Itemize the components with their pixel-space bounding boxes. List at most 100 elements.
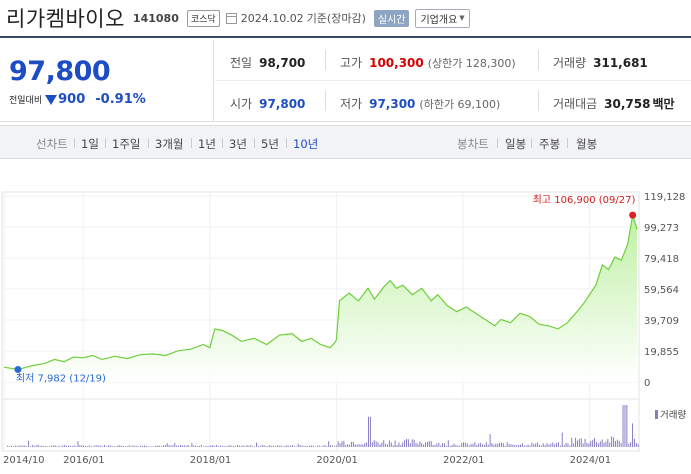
volume-bar — [39, 445, 41, 447]
tab-1d[interactable]: 1일 — [81, 137, 99, 151]
volume-bar — [271, 445, 273, 447]
volume-bar — [102, 446, 104, 447]
volume-bar — [324, 444, 326, 447]
volume-bar — [26, 446, 28, 447]
tab-3y[interactable]: 3년 — [229, 137, 247, 151]
volume-bar — [33, 445, 35, 447]
volume-bar — [569, 445, 571, 447]
volume-bar — [406, 439, 408, 447]
volume-bar — [419, 441, 421, 447]
volume-bar — [216, 444, 218, 447]
volume-bar — [299, 445, 301, 447]
volume-bar — [385, 443, 387, 447]
volume-bar — [303, 445, 305, 447]
volume-bar — [162, 445, 164, 447]
volume-bar — [352, 441, 354, 447]
tab-weekly[interactable]: 주봉 — [539, 137, 561, 151]
company-overview-label: 기업개요 — [420, 14, 458, 26]
realtime-button[interactable]: 실시간 — [373, 9, 410, 27]
volume-bar — [9, 446, 11, 447]
volume-bar — [504, 445, 506, 447]
volume-bar — [178, 445, 180, 447]
volume-bar — [318, 445, 320, 447]
volume-legend-swatch — [655, 410, 658, 419]
tab-1w[interactable]: 1주일 — [112, 137, 141, 151]
volume-bar — [481, 444, 483, 447]
volume-bar — [533, 444, 535, 447]
volume-bar — [597, 443, 599, 447]
volume-bar — [472, 443, 474, 447]
volume-bar — [607, 438, 609, 447]
volume-bar — [208, 445, 210, 447]
volume-bar — [459, 445, 461, 447]
volume-bar — [307, 446, 309, 447]
stat-label: 전일 — [230, 56, 253, 70]
tab-monthly[interactable]: 월봉 — [576, 137, 598, 151]
volume-bar — [582, 443, 584, 447]
volume-bar — [461, 443, 463, 447]
volume-bar — [155, 445, 157, 447]
price-line — [3, 214, 638, 371]
volume-bar — [430, 441, 432, 447]
volume-bar — [121, 445, 123, 447]
tab-3m[interactable]: 3개월 — [155, 137, 184, 151]
volume-bar — [159, 445, 161, 447]
volume-bar — [358, 444, 360, 447]
volume-bar — [185, 445, 187, 447]
volume-bar — [470, 443, 472, 447]
volume-bar — [550, 443, 552, 447]
volume-bar — [301, 445, 303, 447]
volume-bar — [455, 444, 457, 447]
tab-daily[interactable]: 일봉 — [505, 137, 527, 151]
tab-10y[interactable]: 10년 — [293, 137, 319, 151]
x-tick-label: 2024/01 — [570, 455, 612, 466]
volume-bar — [292, 445, 294, 447]
volume-bar — [98, 445, 100, 447]
volume-bar — [345, 445, 347, 447]
volume-bar — [350, 441, 352, 447]
volume-bar — [69, 445, 71, 447]
volume-bar — [335, 445, 337, 447]
volume-bar — [537, 442, 539, 447]
volume-bar — [331, 445, 333, 447]
volume-bar — [20, 445, 22, 447]
volume-bar — [495, 443, 497, 447]
volume-bar — [117, 445, 119, 447]
volume-bar — [293, 446, 295, 447]
volume-bar — [73, 445, 75, 447]
volume-bar — [421, 442, 423, 447]
price-chart[interactable]: 119,128 99,273 79,418 59,564 39,709 19,855 0 20… — [0, 160, 691, 474]
volume-bar — [235, 446, 237, 447]
volume-bar — [94, 445, 96, 447]
volume-bar — [438, 442, 440, 447]
volume-bar — [58, 445, 60, 447]
tab-1y[interactable]: 1년 — [198, 137, 216, 151]
volume-bar — [56, 446, 58, 447]
stat-value: 311,681 — [593, 56, 648, 70]
stat-low: 저가 97,300 (하한가 69,100) — [340, 95, 500, 112]
volume-bar — [153, 446, 155, 447]
volume-bar — [453, 443, 455, 447]
volume-bar — [571, 437, 573, 447]
volume-bar — [417, 444, 419, 447]
volume-bar — [35, 445, 37, 447]
volume-bar — [466, 443, 468, 447]
max-marker — [629, 211, 637, 219]
volume-bar — [274, 446, 276, 447]
y-tick-label: 79,418 — [644, 254, 679, 265]
volume-bar — [387, 444, 389, 447]
tab-5y[interactable]: 5년 — [261, 137, 279, 151]
stat-value: 98,700 — [259, 56, 306, 70]
volume-bar — [297, 443, 299, 447]
volume-bar — [29, 446, 31, 447]
volume-bar — [375, 441, 377, 447]
volume-bar — [328, 441, 330, 447]
company-overview-dropdown[interactable]: 기업개요 ▼ — [415, 8, 470, 28]
volume-bar — [388, 440, 390, 447]
volume-bar — [88, 445, 90, 447]
volume-bar — [217, 446, 219, 447]
volume-bar — [45, 445, 47, 447]
volume-bar — [390, 442, 392, 447]
volume-bar — [145, 446, 147, 447]
volume-bar — [43, 446, 45, 447]
